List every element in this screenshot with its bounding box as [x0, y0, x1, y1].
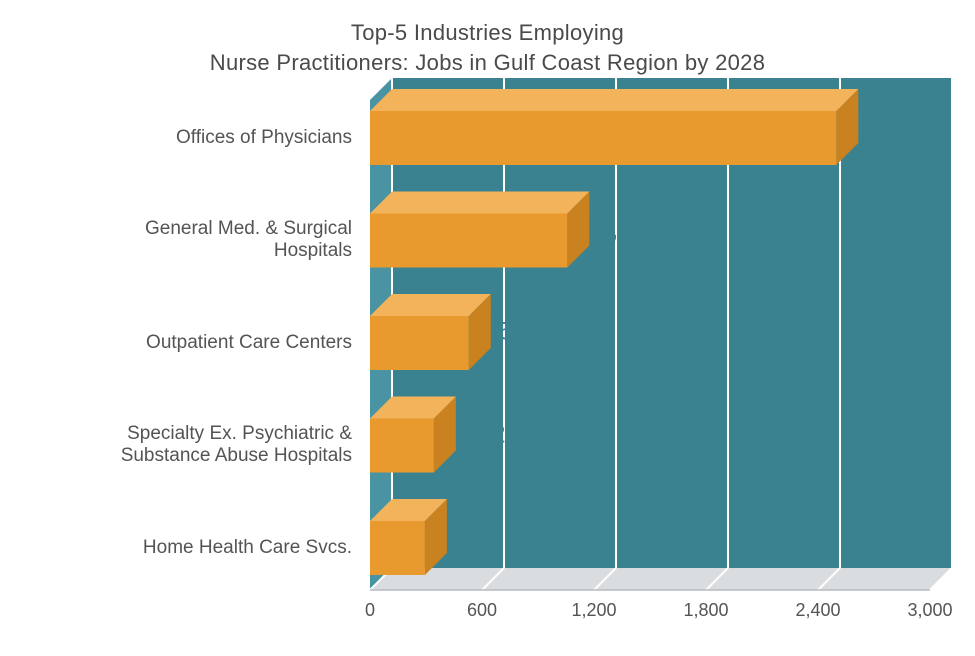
chart-title-line1: Top-5 Industries Employing	[351, 20, 624, 45]
x-tick-label: 1,200	[571, 600, 616, 621]
y-category-label: Home Health Care Svcs.	[32, 537, 352, 560]
bar-top	[370, 192, 589, 214]
chart-root: Top-5 Industries Employing Nurse Practit…	[0, 0, 975, 656]
x-tick-label: 600	[467, 600, 497, 621]
bar-front	[370, 316, 469, 370]
bar-value-label: 294	[455, 523, 497, 552]
chart-title: Top-5 Industries Employing Nurse Practit…	[0, 18, 975, 77]
bar-front	[370, 419, 434, 473]
bar-value-label: 1,057	[597, 215, 660, 244]
y-category-label: Specialty Ex. Psychiatric &Substance Abu…	[32, 423, 352, 469]
x-tick-label: 1,800	[683, 600, 728, 621]
bar-front	[370, 214, 567, 268]
y-category-label: General Med. & SurgicalHospitals	[32, 218, 352, 264]
bar-front	[370, 111, 836, 165]
plot-floor	[370, 568, 952, 590]
y-category-label: Outpatient Care Centers	[32, 332, 352, 355]
bar-front	[370, 521, 425, 575]
bar-value-label: 2,498	[866, 113, 929, 142]
x-tick-label: 3,000	[907, 600, 952, 621]
bar-top	[370, 89, 858, 111]
bar-value-label: 529	[499, 318, 541, 347]
chart-title-line2: Nurse Practitioners: Jobs in Gulf Coast …	[210, 50, 765, 75]
y-category-label: Offices of Physicians	[32, 127, 352, 150]
x-tick-label: 0	[365, 600, 375, 621]
x-tick-label: 2,400	[795, 600, 840, 621]
bar-value-label: 342	[464, 420, 506, 449]
